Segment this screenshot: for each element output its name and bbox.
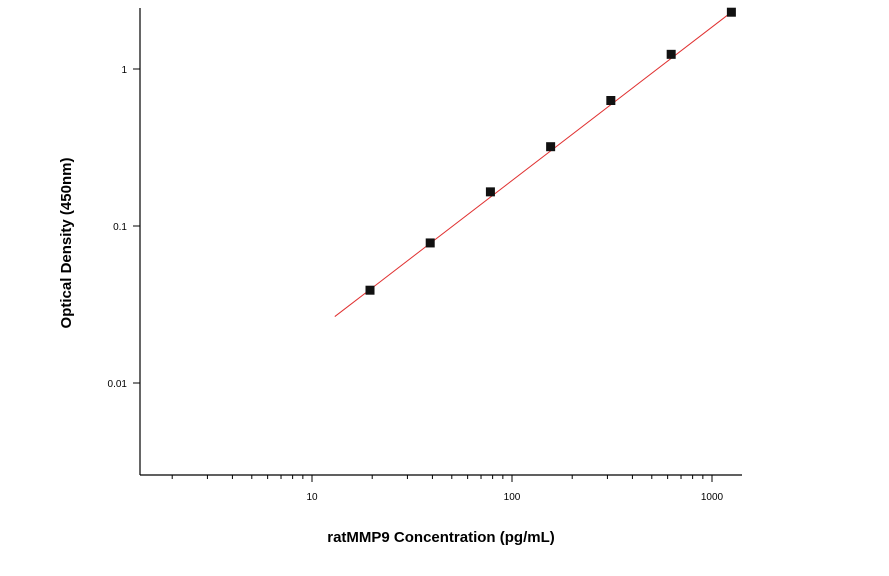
x-tick-label: 10 [306,492,318,503]
x-axis-title: ratMMP9 Concentration (pg/mL) [327,529,555,546]
y-tick-label: 1 [121,65,127,76]
axes [139,8,742,476]
data-point [726,7,736,17]
data-point [485,187,495,197]
data-point [546,142,556,152]
data-point [425,238,435,248]
data-point [666,49,676,59]
data-point [606,96,616,106]
data-point [365,285,375,295]
y-tick-label: 0.1 [113,222,127,233]
ticks: 10 100 1000 0.01 0.1 1 [108,65,724,503]
y-tick-label: 0.01 [108,379,128,390]
data-points [365,7,736,295]
fit-line [334,11,732,317]
x-tick-label: 1000 [701,492,724,503]
x-tick-label: 100 [504,492,521,503]
y-axis-title: Optical Density (450nm) [58,158,75,329]
fit-line-group [334,11,732,317]
